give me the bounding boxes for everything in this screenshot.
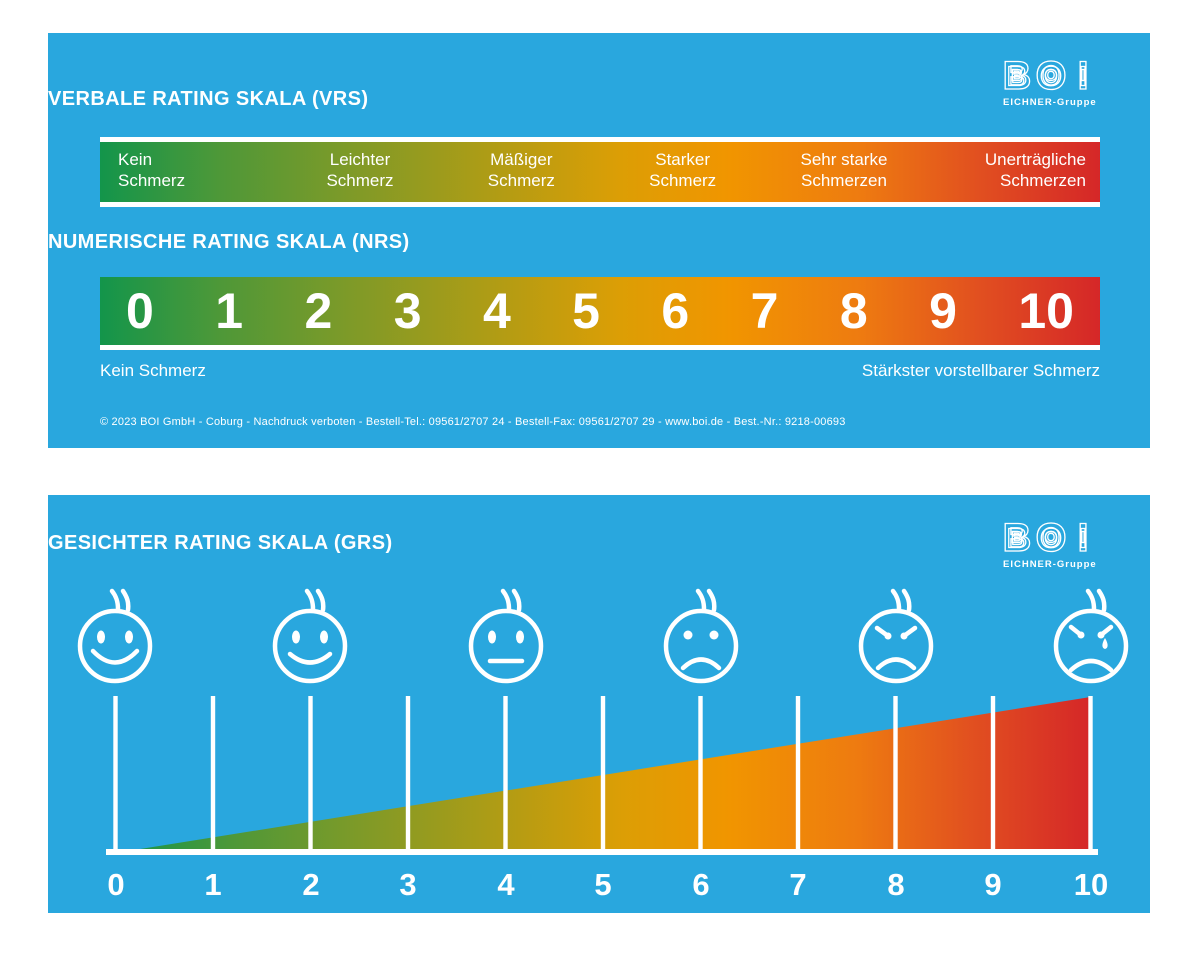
svg-text:I: I (1081, 530, 1085, 547)
vrs-label-maessiger-schmerz: Mäßiger Schmerz (487, 150, 555, 190)
face-neutral-icon (460, 588, 552, 690)
svg-text:B: B (1011, 68, 1023, 85)
boi-logo-icon: B B B O O O I I I EICHNER-Gruppe (1002, 517, 1097, 570)
nrs-number-10: 10 (1018, 283, 1074, 339)
copyright-line: © 2023 BOI GmbH - Coburg - Nachdruck ver… (100, 416, 846, 428)
nrs-number-3: 3 (393, 283, 422, 339)
nrs-number-7: 7 (750, 283, 779, 339)
vrs-label-leichter-schmerz: Leichter Schmerz (326, 150, 394, 190)
baseline (106, 849, 1098, 855)
grs-title: GESICHTER RATING SKALA (GRS) (48, 532, 393, 554)
grs-number-9: 9 (984, 867, 1002, 902)
face-laughing-icon (69, 588, 161, 690)
grs-wedge-chart (106, 696, 1098, 855)
nrs-scale-bar: 0 1 2 3 4 5 6 7 8 9 10 (100, 277, 1100, 350)
logo-subtext: EICHNER-Gruppe (1003, 97, 1097, 108)
logo-subtext: EICHNER-Gruppe (1003, 559, 1097, 570)
svg-text:I: I (1077, 55, 1088, 98)
svg-text:B: B (1007, 523, 1027, 554)
svg-text:I: I (1077, 517, 1088, 560)
nrs-number-9: 9 (929, 283, 957, 339)
nrs-number-6: 6 (661, 283, 690, 339)
grs-number-4: 4 (497, 867, 515, 902)
face-sad-icon (655, 588, 747, 690)
nrs-right-label: Stärkster vorstellbarer Schmerz (861, 361, 1100, 380)
scale-tick-lines (106, 696, 1098, 855)
grs-number-7: 7 (789, 867, 807, 902)
svg-text:O: O (1035, 517, 1066, 560)
svg-text:B: B (1007, 61, 1027, 92)
nrs-title: NUMERISCHE RATING SKALA (NRS) (48, 231, 410, 253)
nrs-number-8: 8 (839, 283, 868, 339)
vrs-label-starker-schmerz: Starker Schmerz (649, 150, 717, 190)
nrs-number-2: 2 (304, 283, 333, 339)
svg-text:I: I (1079, 523, 1087, 554)
nrs-number-1: 1 (215, 283, 244, 339)
nrs-number-5: 5 (572, 283, 600, 339)
svg-text:B: B (1003, 55, 1032, 98)
face-very-sad-icon (850, 588, 942, 690)
grs-number-2: 2 (302, 867, 320, 902)
grs-number-0: 0 (107, 867, 125, 902)
nrs-sublabels: Kein Schmerz Stärkster vorstellbarer Sch… (100, 361, 1100, 381)
boi-logo: B B B O O O I I I EICHNER-Gruppe (1001, 517, 1105, 573)
grs-number-3: 3 (399, 867, 417, 902)
svg-text:O: O (1045, 68, 1057, 85)
svg-text:B: B (1003, 517, 1032, 560)
vrs-label-sehr-starke-schmerzen: Sehr starke Schmerzen (800, 150, 888, 190)
grs-number-1: 1 (204, 867, 222, 902)
boi-logo-icon: B B B O O O I I I EICHNER-Gruppe (1002, 55, 1097, 108)
vrs-title: VERBALE RATING SKALA (VRS) (48, 88, 369, 110)
svg-text:I: I (1081, 68, 1085, 85)
nrs-left-label: Kein Schmerz (100, 361, 206, 380)
svg-text:I: I (1079, 61, 1087, 92)
svg-text:O: O (1040, 523, 1062, 554)
boi-logo: B B B O O O I I I EICHNER-Gruppe (1001, 55, 1105, 111)
nrs-number-4: 4 (482, 283, 511, 339)
face-crying-icon (1045, 588, 1137, 690)
grs-number-6: 6 (692, 867, 710, 902)
svg-text:O: O (1045, 530, 1057, 547)
grs-number-8: 8 (887, 867, 905, 902)
pain-scale-card-bottom: GESICHTER RATING SKALA (GRS) B B B O O O… (48, 495, 1150, 913)
svg-text:O: O (1040, 61, 1062, 92)
pain-scale-card-top: VERBALE RATING SKALA (VRS) B B B O O O I… (48, 33, 1150, 448)
face-smiling-icon (264, 588, 356, 690)
vrs-label-kein-schmerz: Kein Schmerz (118, 150, 186, 190)
svg-text:O: O (1035, 55, 1066, 98)
nrs-number-0: 0 (126, 283, 154, 339)
vrs-scale-bar: Kein Schmerz Leichter Schmerz Mäßiger Sc… (100, 137, 1100, 207)
grs-number-10: 10 (1073, 867, 1109, 902)
grs-number-5: 5 (594, 867, 612, 902)
svg-text:B: B (1011, 530, 1023, 547)
vrs-label-unertraegliche-schmerzen: Unerträgliche Schmerzen (984, 150, 1086, 190)
